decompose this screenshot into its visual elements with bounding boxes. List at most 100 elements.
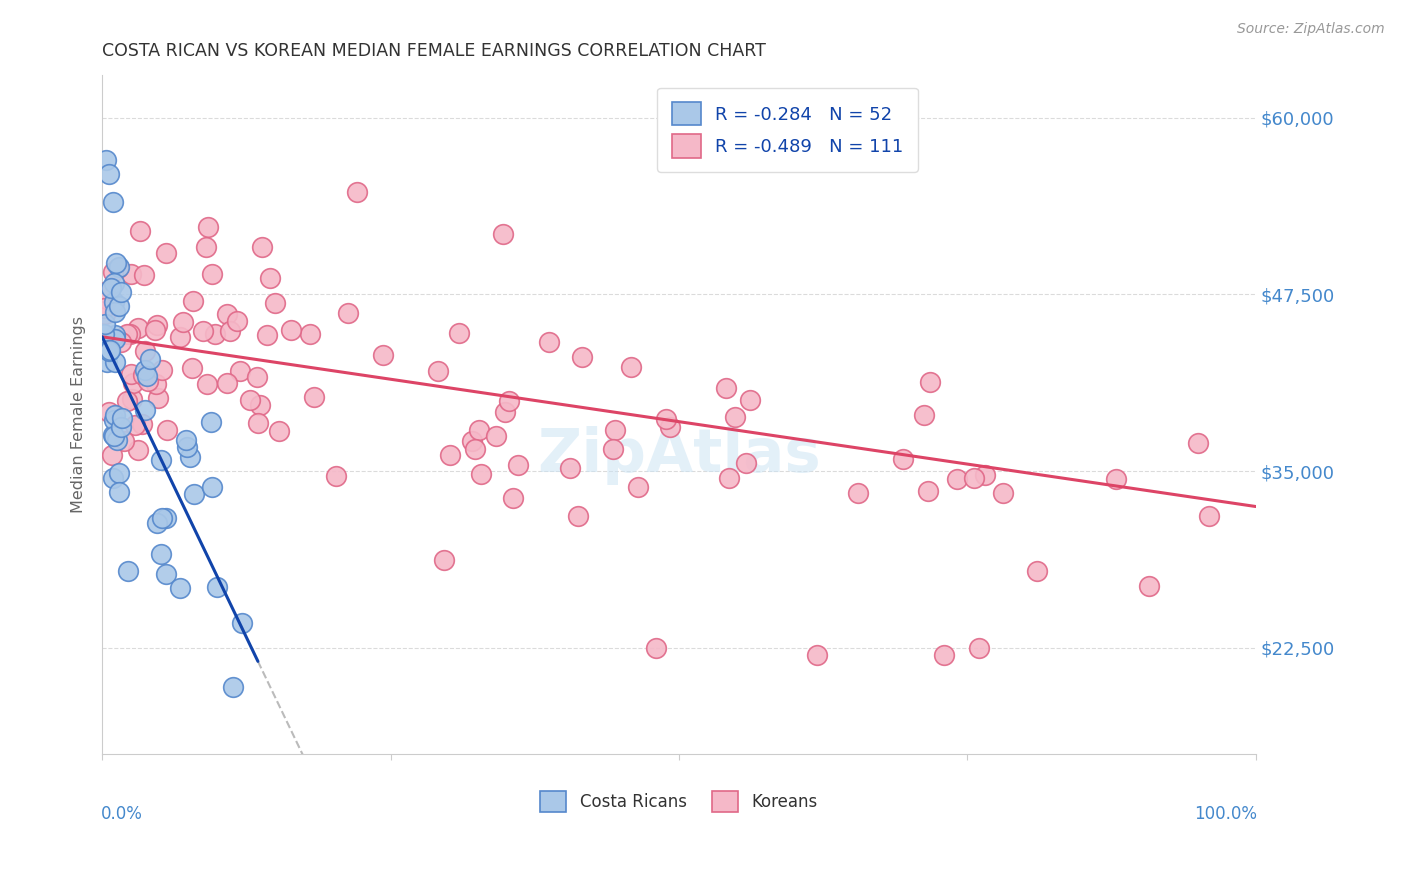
Point — [112, 434, 135, 449]
Point — [506, 458, 529, 472]
Point — [96, 293, 118, 307]
Point — [120, 368, 142, 382]
Point — [131, 368, 153, 383]
Point — [215, 376, 238, 390]
Point — [139, 352, 162, 367]
Point — [247, 416, 270, 430]
Point — [846, 485, 869, 500]
Point — [103, 332, 125, 346]
Point — [108, 299, 131, 313]
Point — [172, 315, 194, 329]
Point — [145, 376, 167, 391]
Point — [1187, 435, 1209, 450]
Point — [149, 453, 172, 467]
Point — [103, 413, 125, 427]
Point — [560, 461, 582, 475]
Text: COSTA RICAN VS KOREAN MEDIAN FEMALE EARNINGS CORRELATION CHART: COSTA RICAN VS KOREAN MEDIAN FEMALE EARN… — [103, 42, 766, 60]
Point — [97, 405, 120, 419]
Point — [264, 295, 287, 310]
Point — [169, 330, 191, 344]
Point — [146, 516, 169, 531]
Point — [93, 327, 115, 342]
Point — [155, 511, 177, 525]
Text: Source: ZipAtlas.com: Source: ZipAtlas.com — [1237, 22, 1385, 37]
Point — [124, 417, 146, 432]
Point — [181, 360, 204, 375]
Point — [146, 391, 169, 405]
Point — [571, 350, 593, 364]
Point — [179, 450, 201, 464]
Point — [101, 195, 124, 210]
Point — [134, 402, 156, 417]
Point — [107, 261, 129, 276]
Point — [136, 374, 159, 388]
Point — [101, 448, 124, 462]
Point — [104, 355, 127, 369]
Point — [96, 354, 118, 368]
Point — [150, 547, 173, 561]
Point — [101, 471, 124, 485]
Point — [917, 484, 939, 499]
Point — [94, 153, 117, 167]
Point — [963, 471, 986, 485]
Point — [135, 369, 157, 384]
Point — [191, 324, 214, 338]
Point — [1198, 509, 1220, 524]
Point — [239, 393, 262, 408]
Point — [134, 363, 156, 377]
Point — [218, 324, 240, 338]
Point — [246, 370, 269, 384]
Point — [735, 456, 758, 470]
Point — [104, 328, 127, 343]
Point — [156, 423, 179, 437]
Point — [183, 487, 205, 501]
Point — [103, 429, 125, 443]
Point — [464, 442, 486, 457]
Point — [893, 452, 915, 467]
Point — [346, 185, 368, 199]
Point — [447, 326, 470, 340]
Point — [806, 648, 828, 662]
Point — [103, 294, 125, 309]
Point — [222, 680, 245, 694]
Point — [945, 472, 967, 486]
Point — [183, 293, 205, 308]
Point — [302, 390, 325, 404]
Point — [974, 468, 997, 483]
Point — [461, 434, 484, 448]
Point — [120, 267, 142, 281]
Point — [110, 285, 132, 299]
Point — [195, 376, 218, 391]
Point — [117, 564, 139, 578]
Point — [226, 314, 249, 328]
Point — [373, 348, 395, 362]
Point — [603, 423, 626, 437]
Point — [145, 318, 167, 332]
Point — [912, 408, 935, 422]
Point — [115, 326, 138, 341]
Point — [107, 433, 129, 447]
Point — [325, 469, 347, 483]
Point — [108, 260, 131, 274]
Point — [658, 419, 681, 434]
Point — [103, 276, 125, 290]
Point — [714, 381, 737, 395]
Point — [104, 332, 127, 346]
Point — [108, 485, 131, 500]
Point — [200, 415, 222, 429]
Point — [644, 640, 666, 655]
Point — [101, 265, 124, 279]
Point — [121, 376, 143, 391]
Point — [267, 425, 290, 439]
Point — [280, 324, 302, 338]
Point — [131, 417, 153, 431]
Point — [150, 362, 173, 376]
Point — [108, 467, 131, 481]
Point — [93, 307, 115, 321]
Point — [132, 268, 155, 282]
Point — [967, 640, 990, 655]
Point — [217, 307, 239, 321]
Point — [494, 405, 516, 419]
Point — [993, 485, 1015, 500]
Point — [620, 359, 643, 374]
